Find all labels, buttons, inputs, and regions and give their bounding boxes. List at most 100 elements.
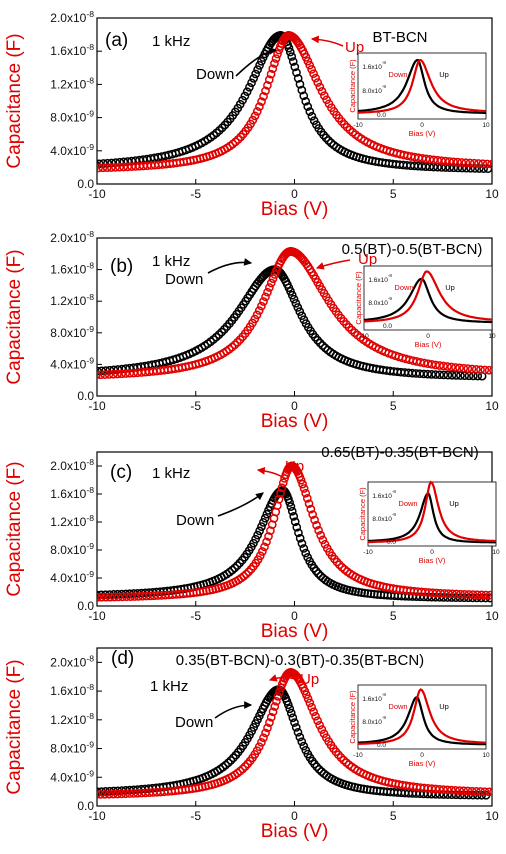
inset-up-label: Up [439, 70, 449, 79]
data-point [258, 547, 267, 556]
data-point [354, 587, 363, 597]
data-point [435, 361, 444, 370]
data-point [484, 787, 492, 797]
data-point [476, 787, 485, 796]
up-annotation: Up [300, 671, 319, 688]
data-point [97, 370, 101, 380]
data-point [339, 755, 348, 765]
x-tick-label: -10 [88, 187, 106, 201]
data-point [263, 723, 272, 733]
inset-plot: -10 0 10 1.6x10-8 8.0x10-9 0.0 Bias (V) Capacit… [358, 480, 500, 565]
data-point [336, 753, 346, 762]
inset-series-down [363, 277, 492, 324]
data-point [270, 702, 280, 711]
data-point [318, 341, 327, 350]
data-point [97, 370, 105, 380]
data-point [266, 278, 276, 288]
data-point [259, 91, 268, 101]
frequency-label: 1 kHz [152, 465, 190, 482]
down-annotation: Down [175, 714, 213, 731]
inset-y-tick: 1.6x10-8 [362, 692, 386, 703]
data-point [104, 370, 114, 379]
data-point [291, 723, 301, 732]
data-point [305, 60, 315, 70]
data-point [244, 567, 254, 577]
y-tick-label: 0.0 [77, 389, 94, 403]
panel-d: 0.0 4.0x10-9 8.0x10-9 1.2x10-8 1.6x10-8 2.0x1… [4, 647, 499, 842]
data-point [274, 494, 284, 504]
data-point [477, 590, 486, 600]
data-point [101, 592, 111, 602]
y-tick-label: 2.0x10-8 [50, 229, 94, 245]
data-point [489, 787, 492, 797]
data-point [118, 592, 127, 602]
data-point [121, 369, 130, 378]
data-point [307, 702, 317, 712]
inset-x-tick: 0 [426, 333, 430, 340]
inset-y-tick: 0.0 [377, 742, 386, 749]
y-tick-label: 8.0x10-9 [50, 109, 94, 125]
data-point [251, 69, 261, 79]
data-point [357, 588, 366, 597]
x-tick-label: -5 [190, 809, 201, 823]
data-point [307, 111, 317, 121]
data-point [318, 535, 328, 545]
y-tick-label: 1.6x10-8 [50, 261, 94, 277]
data-point [257, 301, 266, 311]
data-point [460, 589, 470, 599]
data-point [321, 133, 331, 143]
data-point [314, 569, 323, 578]
data-point [423, 369, 433, 379]
panel-label: (c) [110, 462, 132, 483]
panel-label: (d) [111, 648, 134, 669]
data-point [255, 102, 264, 111]
data-point [293, 303, 303, 312]
data-point [459, 363, 469, 373]
data-point [312, 762, 322, 772]
panel-label: (a) [105, 30, 128, 51]
data-point [227, 565, 237, 575]
data-point [311, 711, 320, 721]
y-tick-label: 8.0x10-9 [50, 740, 94, 756]
data-point [443, 362, 452, 371]
inset-x-tick: 10 [482, 122, 490, 129]
data-point [233, 337, 242, 347]
data-point [441, 156, 450, 166]
inset-y-tick: 8.0x10-9 [362, 715, 386, 726]
data-point [266, 69, 276, 79]
y-tick-label: 1.6x10-8 [50, 682, 94, 698]
x-axis-label: Bias (V) [261, 621, 329, 642]
data-point [311, 566, 321, 576]
data-point [97, 790, 101, 799]
frequency-label: 1 kHz [152, 33, 190, 50]
data-point [465, 158, 475, 168]
data-point [293, 74, 303, 83]
x-tick-label: 10 [485, 187, 499, 201]
data-point [125, 789, 135, 798]
data-point [238, 764, 248, 774]
up-arrowhead [310, 35, 320, 44]
data-point [452, 589, 461, 599]
data-point [447, 785, 456, 795]
data-point [441, 163, 450, 172]
data-point [319, 91, 329, 100]
data-point [287, 506, 297, 516]
data-point [453, 157, 462, 167]
data-point [268, 64, 278, 74]
down-arrowhead [255, 492, 264, 501]
data-point [285, 498, 294, 507]
data-point [117, 369, 126, 379]
data-point [264, 532, 273, 541]
down-arrowhead [244, 701, 253, 709]
data-point [459, 786, 469, 796]
data-point [314, 526, 323, 535]
data-point [484, 365, 492, 375]
data-point [286, 708, 296, 718]
inset-x-tick: 10 [492, 549, 500, 556]
data-point [98, 163, 108, 173]
data-point [297, 737, 307, 747]
y-axis-label: Capacitance (F) [4, 659, 25, 794]
data-point [303, 56, 313, 66]
data-point [313, 716, 322, 726]
data-point [238, 95, 247, 105]
